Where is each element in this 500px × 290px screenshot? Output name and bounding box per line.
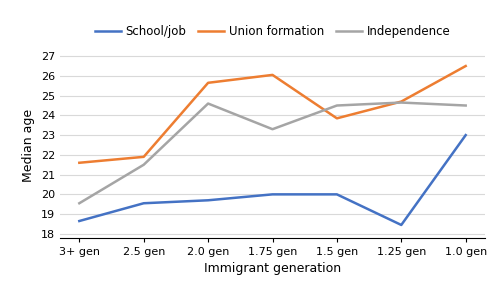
Union formation [205, 81, 211, 85]
School/job [462, 133, 468, 137]
Independence [462, 104, 468, 107]
School/job [398, 223, 404, 227]
Union formation [398, 100, 404, 103]
School/job [270, 193, 276, 196]
Union formation [462, 64, 468, 68]
Independence [140, 163, 146, 166]
X-axis label: Immigrant generation: Immigrant generation [204, 262, 341, 275]
Union formation [140, 155, 146, 159]
Independence [398, 101, 404, 104]
Legend: School/job, Union formation, Independence: School/job, Union formation, Independenc… [90, 20, 455, 43]
Union formation [334, 117, 340, 120]
School/job [140, 202, 146, 205]
Line: Independence: Independence [80, 103, 466, 203]
School/job [205, 199, 211, 202]
Line: School/job: School/job [80, 135, 466, 225]
Union formation [270, 73, 276, 77]
Y-axis label: Median age: Median age [22, 108, 36, 182]
Line: Union formation: Union formation [80, 66, 466, 163]
School/job [334, 193, 340, 196]
Union formation [76, 161, 82, 164]
Independence [334, 104, 340, 107]
Independence [270, 128, 276, 131]
Independence [76, 202, 82, 205]
Independence [205, 102, 211, 105]
School/job [76, 219, 82, 223]
